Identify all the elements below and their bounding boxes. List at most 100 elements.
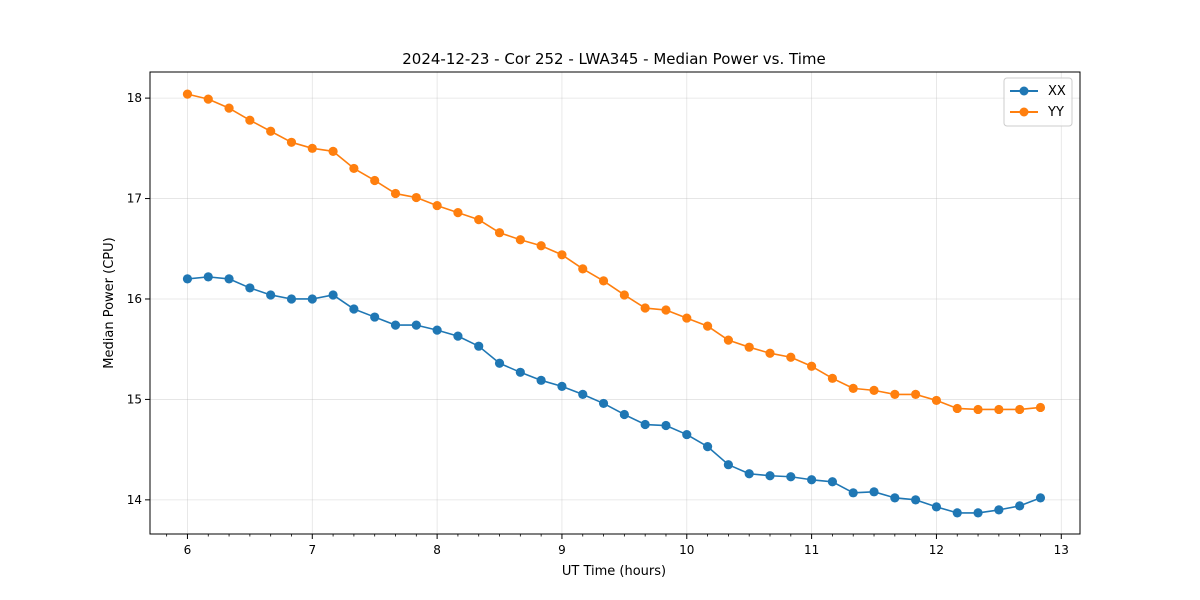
legend-marker-yy — [1019, 107, 1029, 117]
chart-title: 2024-12-23 - Cor 252 - LWA345 - Median P… — [402, 50, 826, 68]
data-point-yy — [453, 208, 463, 218]
data-point-xx — [682, 429, 692, 440]
data-point-yy — [744, 342, 754, 352]
data-point-yy — [848, 383, 858, 393]
y-tick-label: 14 — [127, 493, 142, 507]
x-tick-label: 8 — [433, 543, 441, 557]
data-point-yy — [827, 373, 838, 383]
data-point-xx — [994, 505, 1004, 515]
data-point-yy — [1035, 402, 1046, 413]
data-point-yy — [245, 115, 255, 125]
data-point-yy — [807, 361, 817, 371]
series-layer — [182, 89, 1046, 518]
data-point-xx — [328, 290, 338, 300]
data-point-xx — [640, 419, 650, 430]
y-tick-label: 16 — [127, 292, 142, 306]
data-point-xx — [786, 472, 796, 482]
data-point-yy — [661, 305, 671, 315]
data-point-xx — [807, 475, 817, 485]
x-axis-label: UT Time (hours) — [562, 564, 666, 579]
data-point-yy — [619, 290, 629, 300]
y-tick-label: 17 — [127, 192, 142, 206]
data-point-xx — [931, 502, 942, 512]
data-point-yy — [474, 215, 484, 225]
x-axis-ticks: 6 7 8 9 10 11 12 13 — [166, 534, 1069, 557]
data-point-xx — [973, 508, 983, 518]
data-point-xx — [245, 283, 255, 293]
x-tick-label: 10 — [679, 543, 694, 557]
y-tick-label: 18 — [127, 91, 142, 105]
data-point-yy — [931, 395, 942, 406]
data-point-yy — [390, 188, 401, 199]
data-point-yy — [266, 126, 276, 136]
data-point-yy — [224, 103, 234, 113]
data-point-xx — [286, 294, 297, 304]
data-point-xx — [827, 477, 838, 487]
data-point-yy — [702, 321, 713, 331]
data-point-xx — [952, 508, 962, 518]
data-point-xx — [182, 274, 193, 284]
data-point-xx — [390, 320, 401, 330]
data-point-yy — [952, 403, 962, 414]
data-point-xx — [307, 294, 317, 304]
data-point-xx — [557, 381, 567, 391]
data-point-yy — [973, 404, 983, 415]
data-point-yy — [307, 143, 317, 153]
legend: XX YY — [1003, 77, 1073, 127]
data-point-xx — [370, 312, 380, 322]
data-point-yy — [328, 146, 338, 156]
data-point-yy — [765, 348, 775, 358]
data-point-xx — [432, 325, 442, 335]
legend-label-xx: XX — [1048, 84, 1066, 99]
data-point-yy — [515, 235, 525, 245]
data-point-yy — [869, 385, 879, 395]
data-point-yy — [598, 276, 609, 286]
data-point-xx — [453, 331, 463, 341]
data-point-xx — [494, 358, 505, 368]
data-point-xx — [578, 389, 588, 399]
data-point-xx — [411, 320, 421, 330]
data-point-xx — [848, 488, 858, 498]
data-point-xx — [1035, 493, 1046, 503]
data-point-xx — [765, 471, 775, 481]
data-point-yy — [890, 389, 900, 399]
data-point-yy — [370, 175, 380, 186]
data-point-yy — [1015, 404, 1025, 415]
data-point-xx — [224, 274, 234, 284]
data-point-xx — [619, 409, 629, 420]
x-tick-label: 9 — [558, 543, 566, 557]
data-point-xx — [349, 304, 359, 314]
data-point-xx — [474, 341, 484, 351]
x-tick-label: 11 — [804, 543, 819, 557]
y-axis-ticks: 14 15 16 17 18 — [127, 91, 150, 507]
legend-marker-xx — [1019, 86, 1029, 96]
y-axis-label: Median Power (CPU) — [102, 237, 117, 368]
data-point-xx — [869, 487, 879, 497]
data-point-yy — [994, 404, 1004, 415]
x-tick-label: 13 — [1054, 543, 1069, 557]
data-point-xx — [723, 460, 733, 470]
data-point-xx — [1015, 501, 1025, 511]
data-point-yy — [723, 335, 733, 345]
plot-frame — [149, 71, 1081, 535]
data-point-xx — [266, 290, 276, 300]
legend-label-yy: YY — [1047, 105, 1064, 120]
x-tick-label: 12 — [929, 543, 944, 557]
data-point-xx — [911, 495, 921, 505]
data-point-yy — [432, 200, 442, 211]
data-point-yy — [349, 163, 359, 174]
data-point-yy — [536, 241, 546, 251]
data-point-yy — [286, 137, 297, 147]
data-point-xx — [702, 442, 713, 452]
data-point-xx — [744, 469, 754, 479]
data-point-xx — [598, 398, 609, 409]
x-tick-label: 6 — [184, 543, 192, 557]
data-point-yy — [203, 94, 213, 104]
data-point-yy — [494, 228, 505, 238]
data-point-yy — [682, 313, 692, 323]
y-tick-label: 15 — [127, 392, 142, 406]
data-point-yy — [557, 250, 567, 260]
data-point-xx — [515, 367, 525, 377]
